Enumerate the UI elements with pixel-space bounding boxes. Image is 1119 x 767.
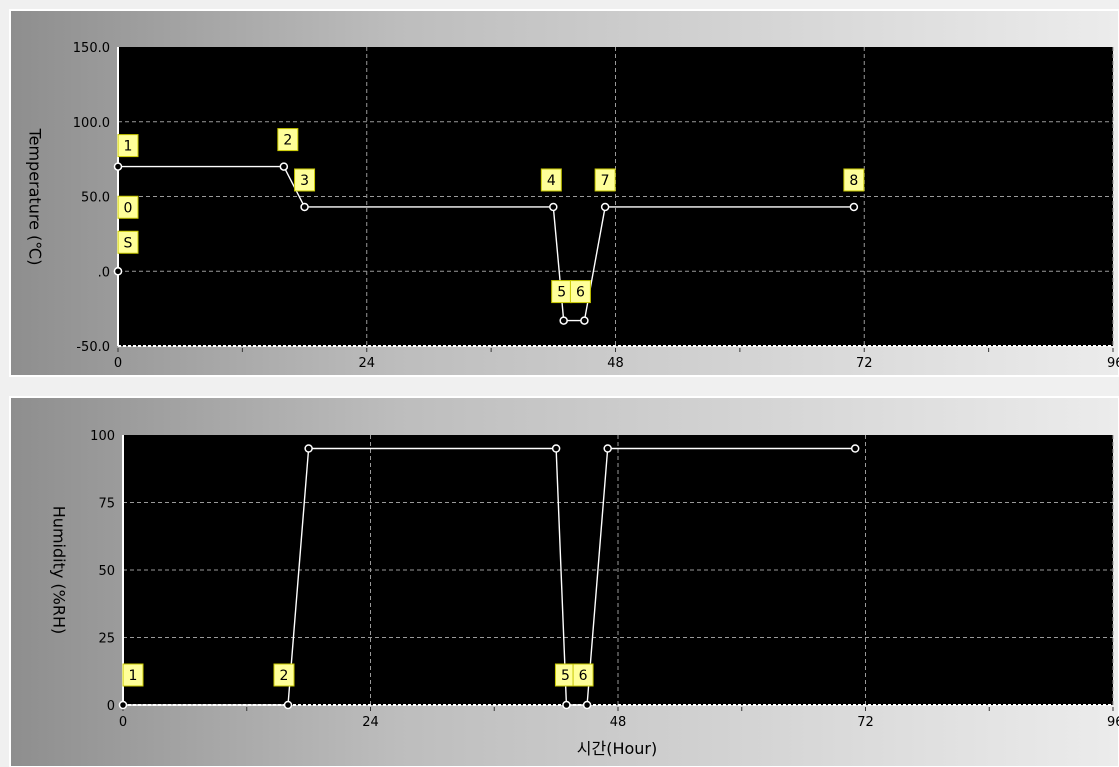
temperature-marker-box (540, 168, 562, 192)
temperature-marker-label: 8 (849, 173, 858, 189)
temperature-marker-label: 0 (124, 200, 133, 216)
temperature-grid (118, 47, 1114, 346)
humidity-x-tick-label: 0 (119, 715, 127, 730)
humidity-data-point (283, 700, 293, 710)
temperature-y-tick-label: 150.0 (73, 41, 110, 56)
temperature-x-tick-label: 24 (358, 356, 375, 371)
humidity-marker-label: 2 (280, 668, 289, 684)
temperature-marker-label: 6 (576, 285, 585, 301)
temperature-data-point (849, 202, 859, 212)
humidity-series (118, 444, 860, 710)
humidity-tick-labels: 0244872961007550250 (90, 429, 1119, 730)
temperature-marker-box (294, 168, 316, 192)
humidity-y-tick-label: 0 (107, 699, 115, 714)
temperature-marker-label: 7 (601, 173, 610, 189)
temperature-marker-label: 2 (283, 133, 292, 149)
temperature-data-point (113, 162, 123, 171)
temperature-marker-box (843, 168, 865, 192)
humidity-marker-label: 1 (129, 668, 138, 684)
humidity-marker-box (572, 663, 594, 687)
temperature-marker-box (117, 134, 139, 158)
temperature-y-tick-label: 100.0 (73, 116, 110, 131)
humidity-marker-box (122, 663, 144, 687)
temperature-marker-box (569, 280, 591, 304)
temperature-x-tick-label: 48 (607, 356, 624, 371)
humidity-grid (123, 435, 1114, 705)
temperature-axis-title: Temperature (℃) (26, 128, 45, 266)
humidity-y-tick-label: 25 (98, 632, 115, 647)
temperature-chart: S 0 1 2 3 4 56 7 8 0 24 48 72 96 150.0 100.0 50.0 .0 -50.… (9, 9, 1119, 377)
temperature-marker-box (117, 195, 139, 219)
temperature-data-point (580, 316, 589, 325)
humidity-data-point (603, 444, 612, 453)
temperature-marker-label: 1 (124, 139, 133, 155)
temperature-marker-label: 3 (300, 173, 309, 189)
temperature-markers: S 0 1 2 3 4 5 6 7 8 (117, 128, 865, 304)
temperature-marker-label: 5 (557, 285, 566, 301)
temperature-marker-box (117, 230, 139, 254)
temperature-y-tick-label: -50.0 (76, 340, 110, 355)
humidity-y-tick-label: 75 (98, 497, 115, 512)
humidity-y-tick-label: 100 (90, 429, 115, 444)
temperature-marker-box (277, 128, 299, 152)
humidity-data-point (551, 444, 561, 453)
humidity-x-tick-label: 48 (610, 715, 627, 730)
humidity-x-tick-label: 72 (857, 715, 874, 730)
humidity-data-point (582, 700, 592, 710)
temperature-marker-label: 4 (547, 173, 556, 189)
temperature-data-point (300, 202, 309, 212)
temperature-marker-label: S (124, 235, 133, 251)
humidity-x-tick-label: 96 (1107, 715, 1119, 730)
time-axis-title: 시간(Hour) (577, 739, 657, 758)
temperature-data-point (600, 202, 610, 212)
temperature-data-point (279, 162, 289, 171)
humidity-axis-title: Humidity (%RH) (50, 506, 69, 634)
humidity-data-point (118, 700, 128, 710)
temperature-x-tick-label: 72 (856, 356, 873, 371)
temperature-data-point (549, 202, 558, 212)
humidity-data-point (850, 444, 860, 453)
temperature-y-tick-label: .0 (98, 265, 110, 280)
temperature-y-tick-label: 50.0 (81, 191, 110, 206)
temperature-x-tick-label: 96 (1107, 356, 1119, 371)
humidity-marker-box (273, 663, 295, 687)
temperature-data-point (559, 316, 568, 325)
humidity-y-tick-label: 50 (98, 564, 115, 579)
temperature-series (113, 162, 859, 325)
humidity-marker-label: 6 (579, 668, 588, 684)
humidity-x-tick-label: 24 (362, 715, 379, 730)
temperature-marker-box (594, 168, 616, 192)
humidity-series-line (123, 447, 856, 706)
humidity-data-point (304, 444, 313, 453)
humidity-marker-label: 5 (561, 668, 570, 684)
humidity-data-point (562, 700, 571, 710)
temperature-data-point (113, 267, 123, 276)
temperature-x-tick-label: 0 (114, 356, 122, 371)
